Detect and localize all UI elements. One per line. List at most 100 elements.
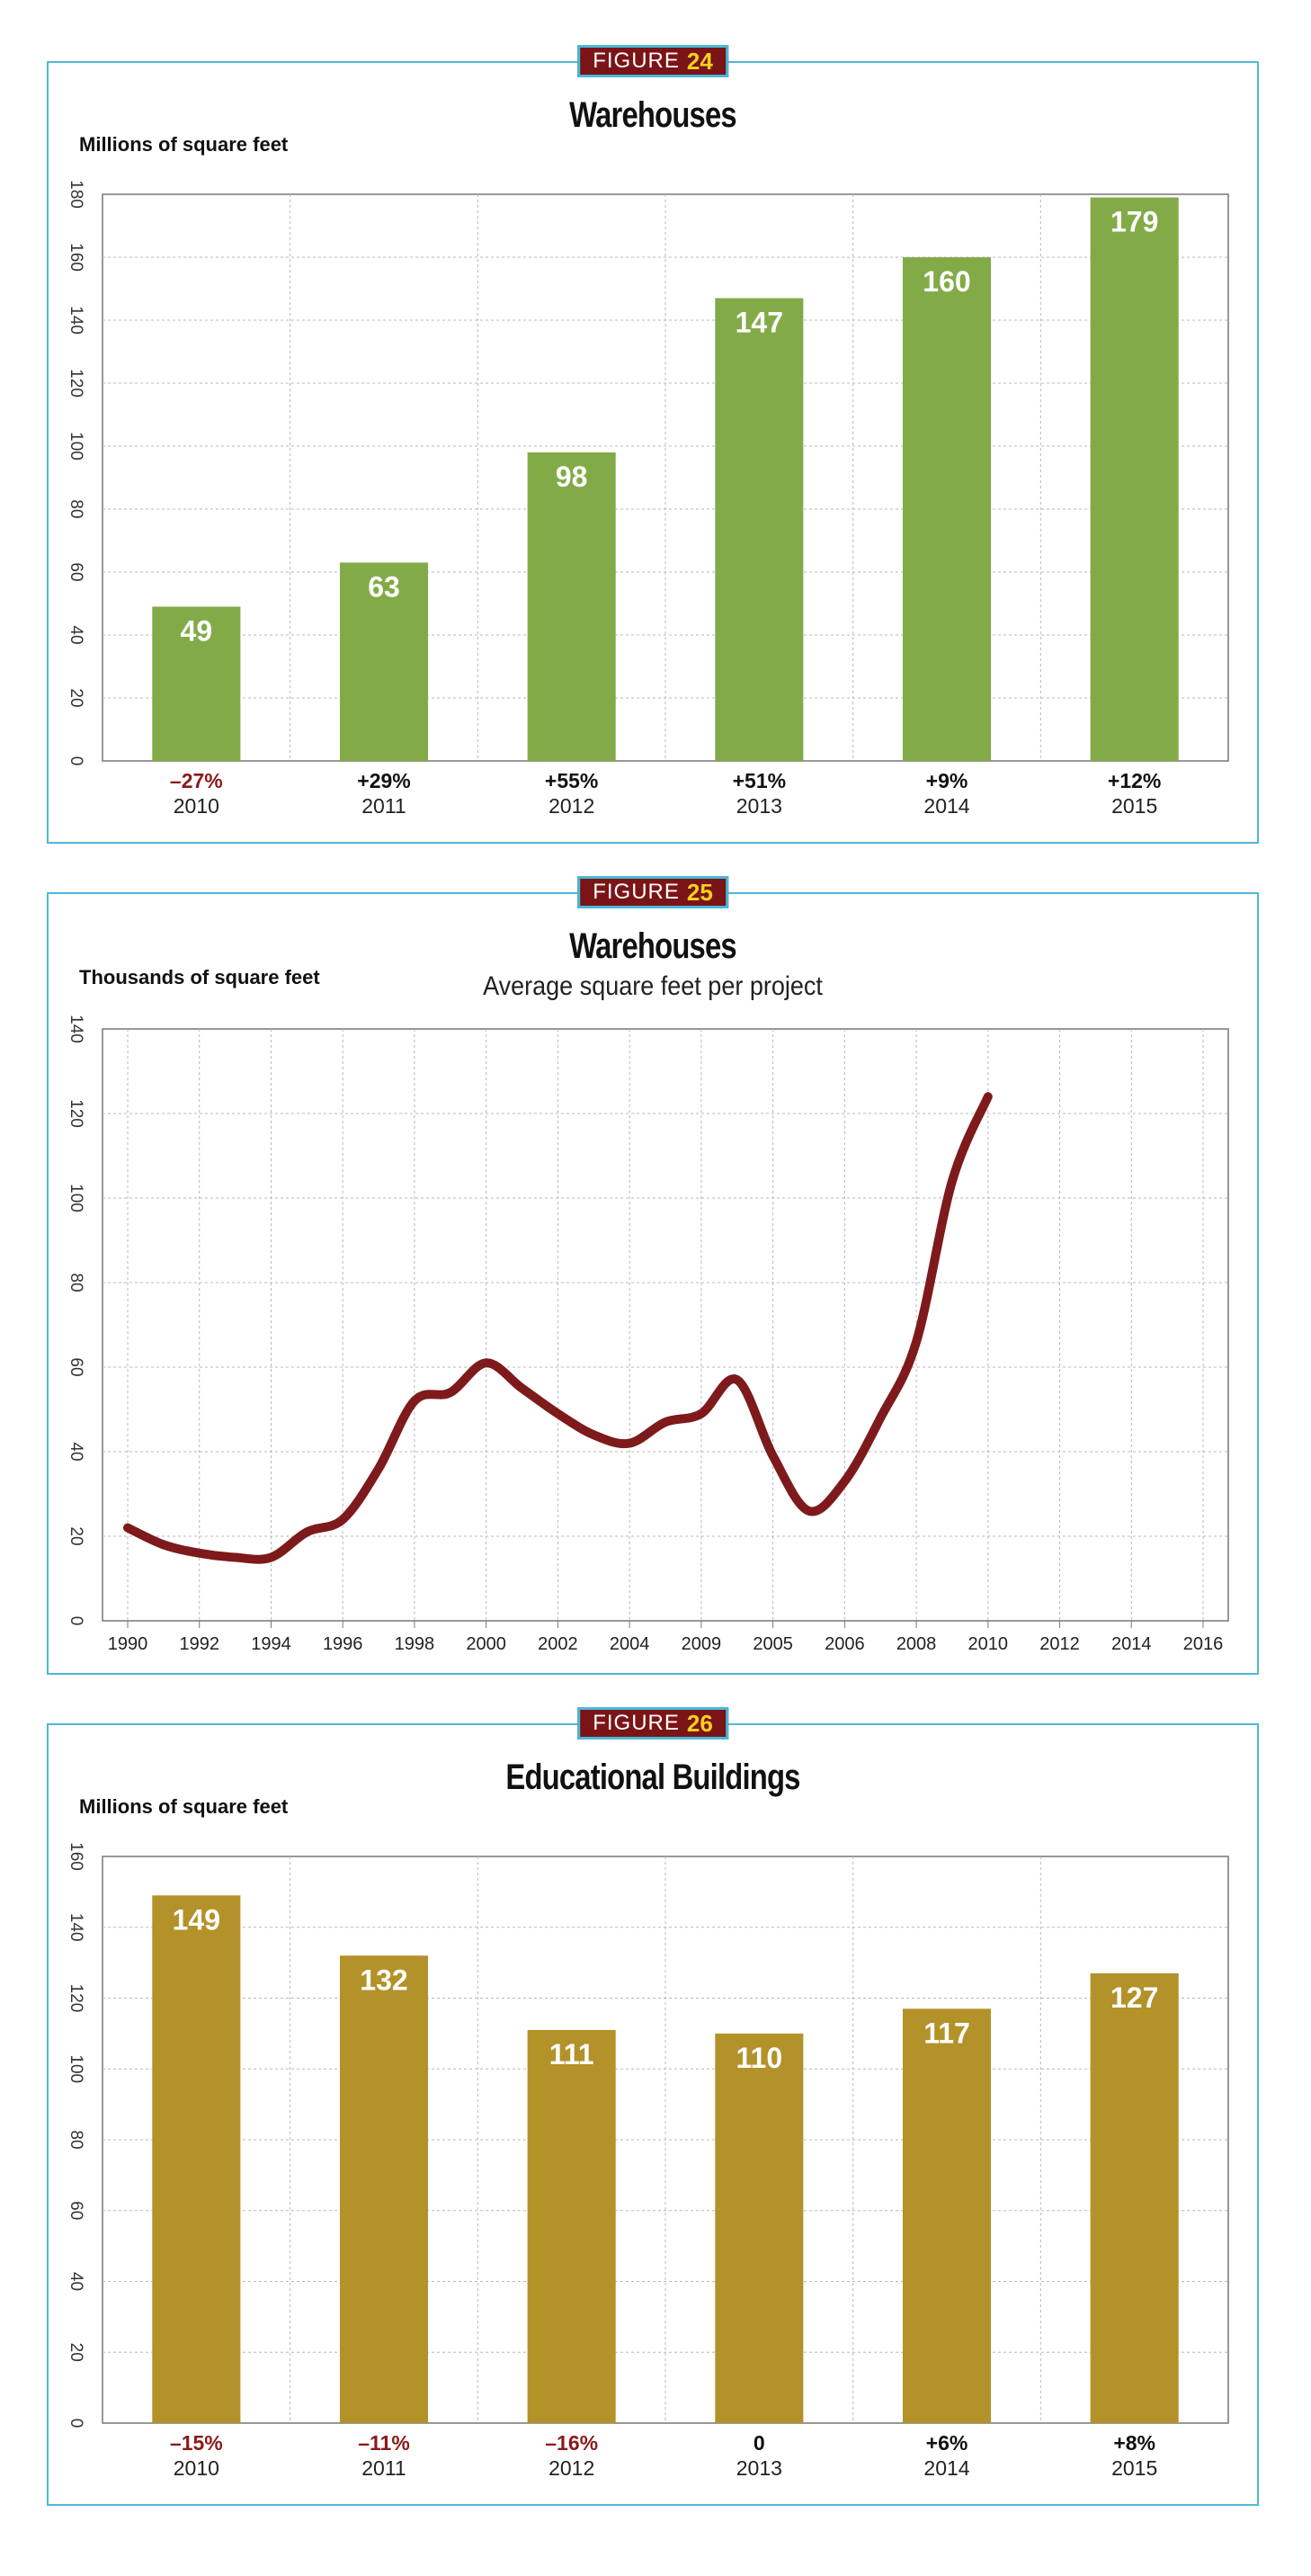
y-tick-label: 60 <box>67 1357 85 1376</box>
bar <box>715 2033 804 2423</box>
bar-value-label: 63 <box>368 571 400 604</box>
x-tick-label: 1990 <box>108 1634 148 1654</box>
x-tick-label: 2012 <box>548 2456 594 2480</box>
bar <box>527 452 616 761</box>
bar <box>339 1955 429 2423</box>
x-tick-label: 2008 <box>896 1634 937 1654</box>
x-tick-label: 2009 <box>682 1634 722 1654</box>
bar-value-label: 147 <box>736 307 783 339</box>
x-tick-label: 2010 <box>174 2456 219 2480</box>
warehouses-line-chart: 1990 1992 1994 1996 1998 2000 2002 2004 2009 2005… <box>67 1015 1229 1654</box>
bar <box>1090 1972 1179 2423</box>
chart-subtitle: Average square feet per project <box>483 971 823 1001</box>
bar-value-label: 132 <box>360 1963 407 1996</box>
y-tick-label: 140 <box>67 1913 85 1942</box>
x-tick-label: 2013 <box>736 2456 782 2480</box>
y-tick-label: 60 <box>67 2201 85 2220</box>
percent-change-label: –15% <box>170 2431 223 2455</box>
y-tick-label: 20 <box>67 2343 85 2362</box>
y-axis-unit-label: Thousands of square feet <box>79 966 320 988</box>
x-tick-label: 1992 <box>179 1634 219 1654</box>
percent-change-label: +51% <box>733 769 786 792</box>
bar-value-label: 160 <box>923 265 970 298</box>
plot-area <box>102 1028 1229 1622</box>
bar-value-label: 127 <box>1110 1981 1158 2014</box>
y-tick-label: 100 <box>67 2054 85 2083</box>
figure-tag-word: FIGURE <box>593 49 680 73</box>
figure-25-panel: FIGURE 25 Warehouses Average square feet… <box>47 876 1259 1675</box>
percent-change-label: +8% <box>1113 2431 1155 2455</box>
educational-buildings-bar-chart: 020406080100120140160149–15%2010132–11%2… <box>67 1842 1229 2480</box>
y-tick-label: 140 <box>67 306 85 335</box>
bar <box>152 606 241 761</box>
x-tick-label: 2014 <box>923 794 969 818</box>
x-tick-label: 2013 <box>736 794 782 818</box>
x-tick-label: 2010 <box>968 1634 1009 1654</box>
y-axis-unit-label: Millions of square feet <box>79 133 289 156</box>
y-tick-label: 20 <box>67 1526 85 1545</box>
bar <box>902 2008 992 2423</box>
figure-tag-number: 26 <box>686 1709 713 1737</box>
x-tick-label: 2016 <box>1183 1634 1224 1654</box>
chart-title: Educational Buildings <box>505 1758 800 1797</box>
y-tick-label: 40 <box>67 2272 85 2291</box>
y-tick-label: 160 <box>67 1842 85 1871</box>
y-axis-unit-label: Millions of square feet <box>79 1795 289 1818</box>
figure-24-panel: FIGURE 24 Warehouses Millions of square … <box>47 45 1259 844</box>
bar-value-label: 110 <box>736 2042 783 2074</box>
bar <box>152 1895 241 2423</box>
y-tick-label: 20 <box>67 688 85 707</box>
percent-change-label: +9% <box>926 769 968 792</box>
x-tick-label: 2015 <box>1111 794 1157 818</box>
x-tick-label: 2012 <box>548 794 594 818</box>
x-tick-label: 2000 <box>466 1634 506 1654</box>
x-tick-label: 1996 <box>323 1634 363 1654</box>
figure-tag-word: FIGURE <box>593 880 680 904</box>
x-tick-label: 2014 <box>923 2456 969 2480</box>
percent-change-label: +12% <box>1108 769 1161 792</box>
x-tick-label: 2002 <box>538 1634 578 1654</box>
figure-tag-number: 24 <box>686 47 713 75</box>
series-line <box>123 1092 993 1564</box>
x-tick-label: 1994 <box>251 1634 291 1654</box>
bar-value-label: 117 <box>923 2017 970 2049</box>
x-tick-label: 2004 <box>610 1634 650 1654</box>
y-tick-label: 180 <box>67 180 85 209</box>
y-tick-label: 0 <box>67 2419 85 2428</box>
x-tick-label: 2011 <box>361 2456 406 2480</box>
y-tick-label: 40 <box>67 1442 85 1461</box>
y-tick-label: 100 <box>67 1184 85 1212</box>
y-tick-label: 0 <box>67 1616 85 1626</box>
bar-value-label: 149 <box>173 1903 220 1936</box>
bar <box>902 257 992 761</box>
figure-26-panel: FIGURE 26 Educational Buildings Millions… <box>47 1707 1259 2506</box>
x-tick-label: 2015 <box>1111 2456 1157 2480</box>
percent-change-label: +29% <box>357 769 410 792</box>
x-tick-label: 2012 <box>1039 1634 1080 1654</box>
y-tick-label: 120 <box>67 1984 85 2013</box>
bar <box>715 298 804 761</box>
y-tick-label: 60 <box>67 562 85 581</box>
y-tick-label: 120 <box>67 1099 85 1128</box>
x-tick-label: 2011 <box>361 794 406 818</box>
figure-26-tag: FIGURE 26 <box>577 1707 728 1740</box>
percent-change-label: –27% <box>170 769 223 792</box>
x-tick-label: 2010 <box>174 794 219 818</box>
y-tick-label: 160 <box>67 243 85 272</box>
bar <box>1090 197 1179 761</box>
bar-value-label: 111 <box>549 2038 594 2071</box>
bar <box>339 562 429 761</box>
y-tick-label: 100 <box>67 432 85 461</box>
y-tick-label: 0 <box>67 756 85 766</box>
warehouses-bar-chart: 0 20 40 60 80 100 120 140 160 180 49 –27%2010 63 +29%… <box>67 180 1229 818</box>
percent-change-label: –16% <box>545 2431 598 2455</box>
bar-value-label: 179 <box>1110 206 1158 238</box>
x-tick-label: 2014 <box>1111 1634 1152 1654</box>
figure-25-tag: FIGURE 25 <box>577 876 728 908</box>
percent-change-label: 0 <box>754 2431 765 2455</box>
figure-24-tag: FIGURE 24 <box>577 45 728 77</box>
x-tick-label: 2005 <box>753 1634 793 1654</box>
figure-tag-number: 25 <box>686 878 713 906</box>
chart-title: Warehouses <box>569 95 736 135</box>
y-tick-label: 80 <box>67 499 85 518</box>
